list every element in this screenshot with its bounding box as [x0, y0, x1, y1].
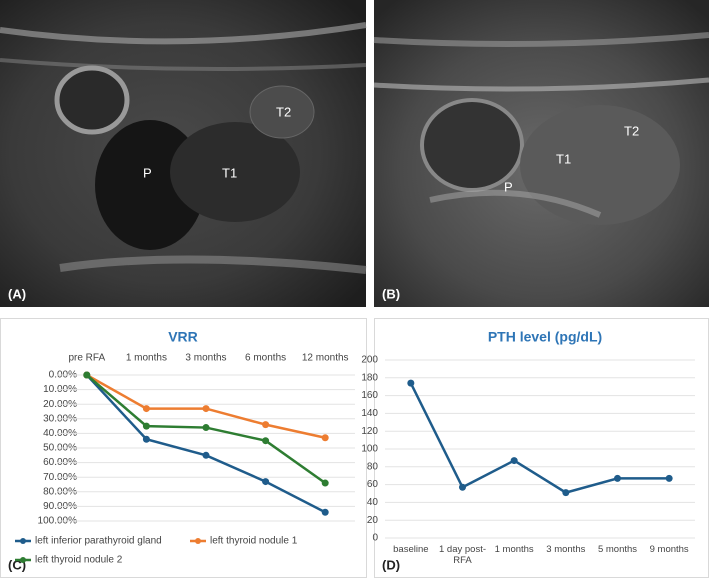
data-point: [262, 437, 270, 445]
annotation: T1: [222, 165, 237, 180]
x-tick-label: 6 months: [245, 353, 286, 364]
y-tick-label: 0: [372, 533, 378, 544]
x-tick-label-box: 1 months: [494, 544, 534, 555]
legend-swatch: [20, 538, 26, 544]
chart-frame: [374, 318, 709, 578]
data-point: [262, 421, 270, 429]
legend-label: left thyroid nodule 1: [210, 536, 298, 547]
series-line: [409, 382, 670, 494]
data-point: [262, 478, 270, 486]
data-point: [202, 451, 210, 459]
y-tick-label: 180: [361, 372, 378, 383]
y-tick-label: 140: [361, 408, 378, 419]
annotation: T1: [556, 151, 571, 166]
annotation: T2: [276, 104, 291, 119]
chart-title: VRR: [168, 329, 198, 345]
panel-label: (B): [382, 286, 400, 301]
x-tick-label: 1 day post-RFA: [439, 544, 486, 566]
data-point: [202, 424, 210, 432]
x-tick-label: baseline: [393, 544, 429, 555]
chart-title: PTH level (pg/dL): [488, 329, 602, 345]
y-tick-label: 60: [367, 479, 379, 490]
x-tick-label: 5 months: [597, 544, 638, 555]
x-tick-label: 12 months: [302, 353, 349, 364]
panel-label: (D): [382, 557, 400, 572]
y-tick-label: 80: [367, 461, 379, 472]
data-point: [142, 435, 150, 443]
y-tick-label: 200: [361, 355, 378, 366]
data-point: [83, 371, 91, 379]
x-tick-label: 1 months: [126, 353, 167, 364]
data-point: [665, 474, 673, 482]
y-tick-label: 40: [367, 497, 379, 508]
legend-swatch: [20, 557, 26, 563]
annotation: P: [504, 179, 513, 194]
x-tick-label: 3 months: [185, 353, 226, 364]
ultrasound-a: P T1 T2 (A): [0, 0, 367, 307]
data-point: [202, 405, 210, 413]
data-point: [407, 379, 415, 387]
legend-label: left thyroid nodule 2: [35, 555, 123, 566]
x-tick-label: 9 months: [649, 544, 689, 555]
data-point: [459, 483, 466, 491]
y-tick-label: 120: [361, 426, 378, 437]
y-tick-label: 20: [367, 515, 379, 526]
panel-label: (A): [8, 286, 26, 301]
x-tick-label: pre RFA: [68, 353, 105, 364]
data-point: [562, 489, 570, 497]
x-tick-label-box: 9 months: [649, 544, 689, 555]
x-tick-label-box: 3 months: [546, 544, 586, 555]
y-tick-label: 100: [361, 444, 378, 455]
x-tick-label-box: baseline: [393, 544, 429, 555]
data-point: [142, 422, 150, 430]
data-point: [321, 508, 329, 516]
data-point: [321, 479, 329, 487]
x-tick-label: 3 months: [546, 544, 586, 555]
ultrasound-b: P T1 T2 (B): [373, 0, 709, 307]
x-tick-label: 1 months: [494, 544, 534, 555]
legend-label: left inferior parathyroid gland: [35, 536, 162, 547]
data-point: [614, 474, 621, 482]
data-point: [142, 405, 150, 413]
y-tick-label: 160: [361, 390, 378, 401]
annotation: P: [143, 165, 152, 180]
x-tick-label-box: 1 day post-RFA: [439, 544, 486, 566]
data-point: [510, 457, 518, 465]
x-tick-label-box: 5 months: [597, 544, 638, 555]
data-point: [321, 434, 329, 442]
legend-swatch: [195, 538, 201, 544]
annotation: T2: [624, 123, 639, 138]
